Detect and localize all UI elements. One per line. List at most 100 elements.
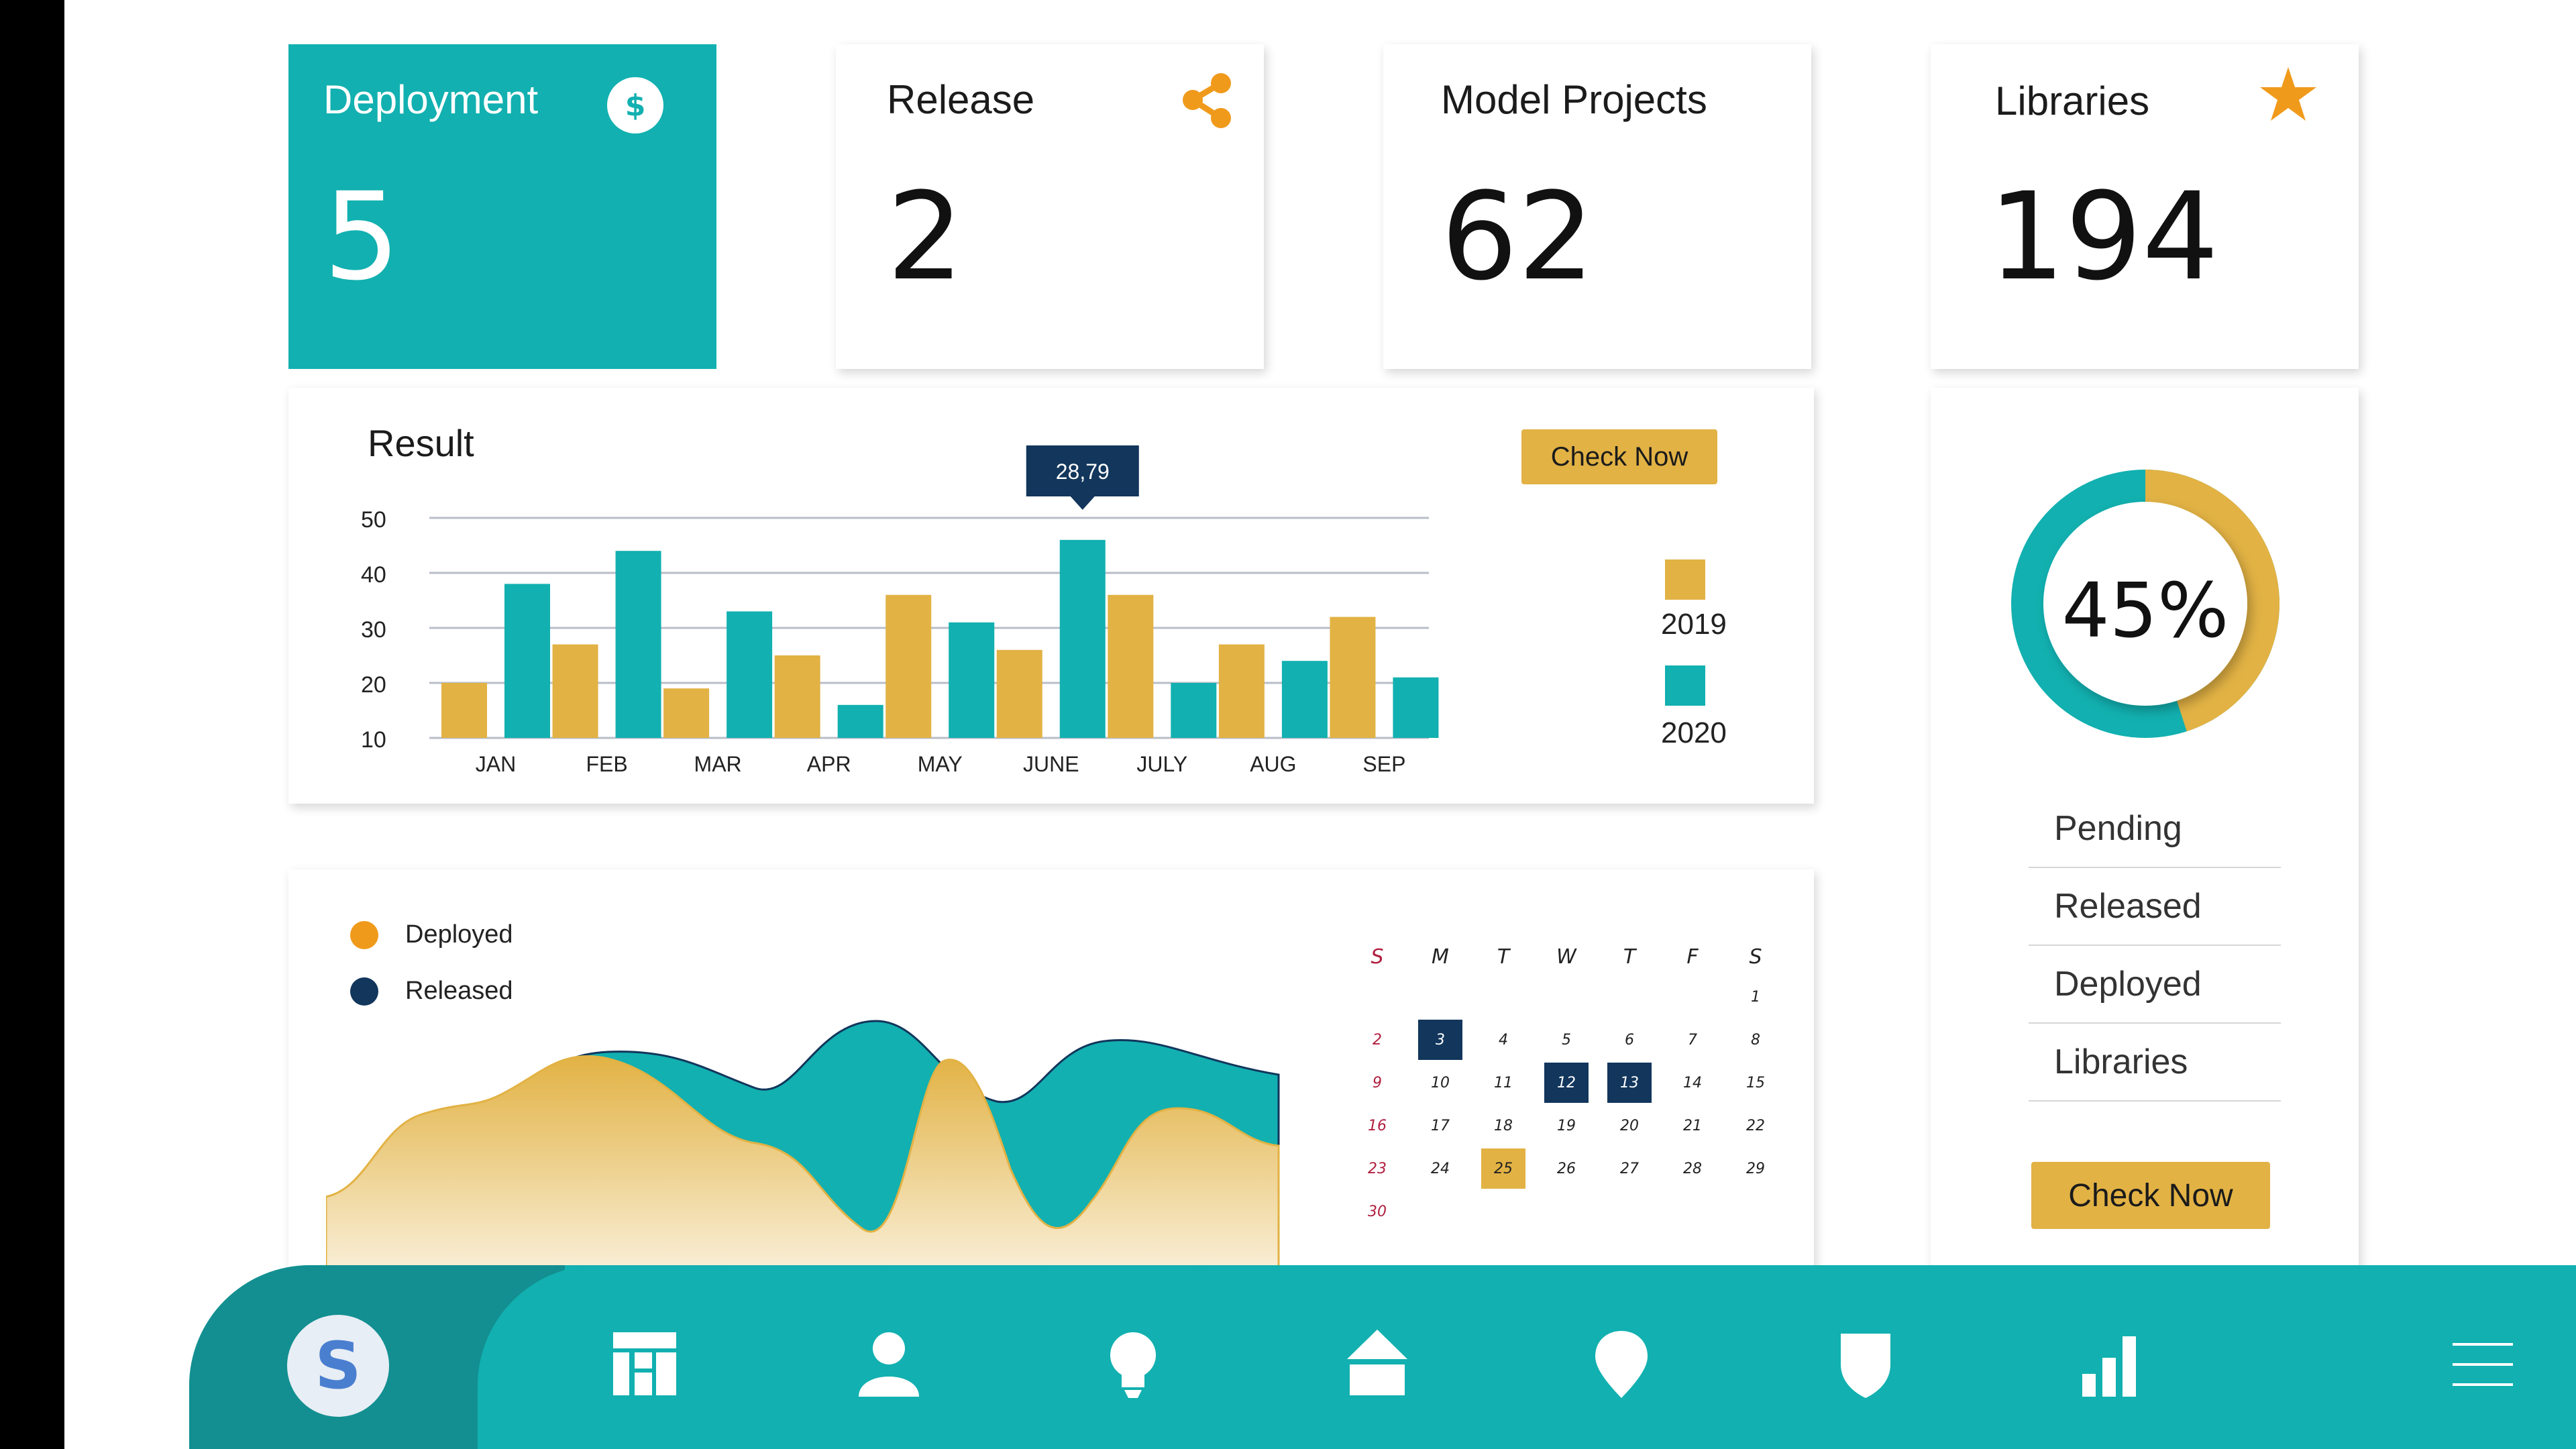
calendar-day[interactable]: 12	[1544, 1063, 1589, 1103]
bar-2020-june[interactable]	[1059, 539, 1106, 738]
calendar-weekday-label: S	[1749, 945, 1762, 969]
bar-2019-may[interactable]	[885, 594, 932, 738]
bar-chart: 10 20 30 40 50 JAN FEB MAR APR MAY JUNE JULY AUG SEP…	[361, 445, 1439, 776]
calendar-day[interactable]: 30	[1368, 1203, 1387, 1220]
home-icon[interactable]	[1340, 1327, 1414, 1401]
bar-2019-feb[interactable]	[552, 644, 598, 738]
calendar-day[interactable]: 9	[1373, 1074, 1382, 1091]
legend-swatch-2019	[1665, 559, 1705, 600]
bar-2019-june[interactable]	[996, 649, 1042, 738]
calendar-day[interactable]: 3	[1418, 1020, 1462, 1060]
bar-2020-apr[interactable]	[837, 704, 883, 738]
calendar-day[interactable]: 19	[1557, 1117, 1576, 1134]
star-icon	[2260, 67, 2316, 121]
bar-2019-mar[interactable]	[663, 688, 710, 738]
bar-2019-apr[interactable]	[774, 655, 820, 738]
calendar-day[interactable]: 11	[1494, 1074, 1513, 1091]
legend-dot-released	[350, 977, 378, 1006]
calendar-weekday-label: S	[1371, 945, 1384, 969]
bar-2020-may[interactable]	[949, 622, 995, 738]
y-tick-label: 20	[361, 672, 386, 698]
avatar[interactable]: S	[287, 1315, 389, 1417]
calendar-day[interactable]: 29	[1746, 1160, 1765, 1177]
calendar-day[interactable]: 15	[1746, 1074, 1765, 1091]
user-icon[interactable]	[852, 1327, 926, 1401]
calendar-day[interactable]: 23	[1368, 1160, 1387, 1177]
donut-list-item-pending[interactable]: Pending	[2029, 790, 2281, 868]
calendar-day[interactable]: 4	[1499, 1031, 1508, 1049]
dashboard-icon[interactable]	[608, 1327, 682, 1401]
x-tick-label: MAR	[694, 752, 742, 776]
legend-swatch-2020	[1665, 665, 1705, 706]
calendar-day[interactable]: 18	[1494, 1117, 1513, 1134]
bar-2020-feb[interactable]	[615, 551, 661, 738]
nav-panel-curve	[478, 1265, 746, 1449]
calendar-day[interactable]: 25	[1481, 1148, 1525, 1189]
x-tick-label: SEP	[1362, 752, 1405, 776]
donut-list-item-libraries[interactable]: Libraries	[2029, 1024, 2281, 1102]
stat-card-model-projects[interactable]: Model Projects 62	[1383, 44, 1811, 369]
calendar: S M T W T F S 1 2 3 4 5 6 7 8 9 10 11 12 13 14 15 16 17 18 19 20 21…	[1355, 936, 1765, 1339]
tooltip-box	[1026, 445, 1139, 496]
stat-card-libraries[interactable]: Libraries 194	[1931, 44, 2359, 369]
calendar-day[interactable]: 28	[1683, 1160, 1702, 1177]
legend-label-2020: 2020	[1661, 716, 1727, 749]
bar-2019-jan[interactable]	[441, 683, 487, 738]
check-now-button[interactable]: Check Now	[1521, 429, 1717, 484]
tooltip-pointer	[1070, 496, 1095, 510]
bar-2019-sep[interactable]	[1330, 616, 1376, 738]
stat-card-release[interactable]: Release 2	[836, 44, 1264, 369]
calendar-day[interactable]: 16	[1368, 1117, 1387, 1134]
stat-value: 194	[1988, 167, 2219, 307]
calendar-day[interactable]: 10	[1431, 1074, 1450, 1091]
legend-label-2019: 2019	[1661, 608, 1727, 641]
donut-list-item-deployed[interactable]: Deployed	[2029, 946, 2281, 1024]
calendar-weekday-label: F	[1686, 945, 1699, 969]
calendar-weekday-label: T	[1623, 945, 1636, 969]
calendar-day[interactable]: 2	[1373, 1031, 1382, 1049]
bar-2020-aug[interactable]	[1281, 661, 1328, 738]
calendar-day[interactable]: 26	[1557, 1160, 1576, 1177]
y-tick-label: 40	[361, 562, 386, 588]
calendar-day[interactable]: 21	[1683, 1117, 1702, 1134]
y-tick-label: 10	[361, 727, 386, 753]
stat-value: 5	[323, 167, 400, 307]
menu-icon[interactable]	[2446, 1327, 2520, 1401]
calendar-day[interactable]: 27	[1620, 1160, 1639, 1177]
calendar-day[interactable]: 6	[1625, 1031, 1634, 1049]
calendar-day[interactable]: 8	[1751, 1031, 1760, 1049]
bar-2020-jan[interactable]	[504, 584, 550, 738]
y-tick-label: 50	[361, 507, 386, 533]
calendar-weekday-label: M	[1432, 945, 1449, 969]
stat-card-deployment[interactable]: Deployment 5 $	[288, 44, 716, 369]
calendar-day[interactable]: 5	[1562, 1031, 1571, 1049]
stat-title: Release	[887, 77, 1035, 122]
calendar-day[interactable]: 20	[1620, 1117, 1639, 1134]
legend-label-released: Released	[405, 977, 513, 1005]
calendar-day[interactable]: 1	[1751, 988, 1760, 1006]
result-chart-card: Result Check Now 10 20 30 40 50 JAN FEB MAR APR…	[288, 388, 1814, 804]
bar-2020-mar[interactable]	[727, 611, 773, 738]
bar-chart-icon[interactable]	[2073, 1327, 2147, 1401]
calendar-day[interactable]: 24	[1431, 1160, 1450, 1177]
x-tick-label: APR	[807, 752, 851, 776]
bar-2020-sep[interactable]	[1393, 677, 1439, 738]
check-now-button[interactable]: Check Now	[2031, 1162, 2270, 1229]
bar-2020-july[interactable]	[1171, 683, 1217, 738]
donut-list-item-released[interactable]: Released	[2029, 868, 2281, 946]
shield-icon[interactable]	[1829, 1327, 1902, 1401]
calendar-day[interactable]: 13	[1607, 1063, 1652, 1103]
lightbulb-icon[interactable]	[1096, 1327, 1170, 1401]
calendar-day[interactable]: 14	[1683, 1074, 1702, 1091]
donut-hole	[2043, 502, 2247, 706]
location-pin-icon[interactable]	[1585, 1327, 1658, 1401]
stat-title: Deployment	[323, 77, 539, 122]
calendar-day[interactable]: 22	[1746, 1117, 1765, 1134]
calendar-day[interactable]: 17	[1431, 1117, 1450, 1134]
activity-card: Deployed Released S M T W T F S 1 2 3 4 5 6 7 8 9 10 11 12…	[288, 869, 1814, 1339]
tooltip-text: 28,79	[1056, 460, 1110, 484]
calendar-day[interactable]: 7	[1688, 1031, 1697, 1049]
bar-2019-aug[interactable]	[1218, 644, 1265, 738]
x-tick-label: JAN	[476, 752, 516, 776]
bar-2019-july[interactable]	[1108, 594, 1154, 738]
